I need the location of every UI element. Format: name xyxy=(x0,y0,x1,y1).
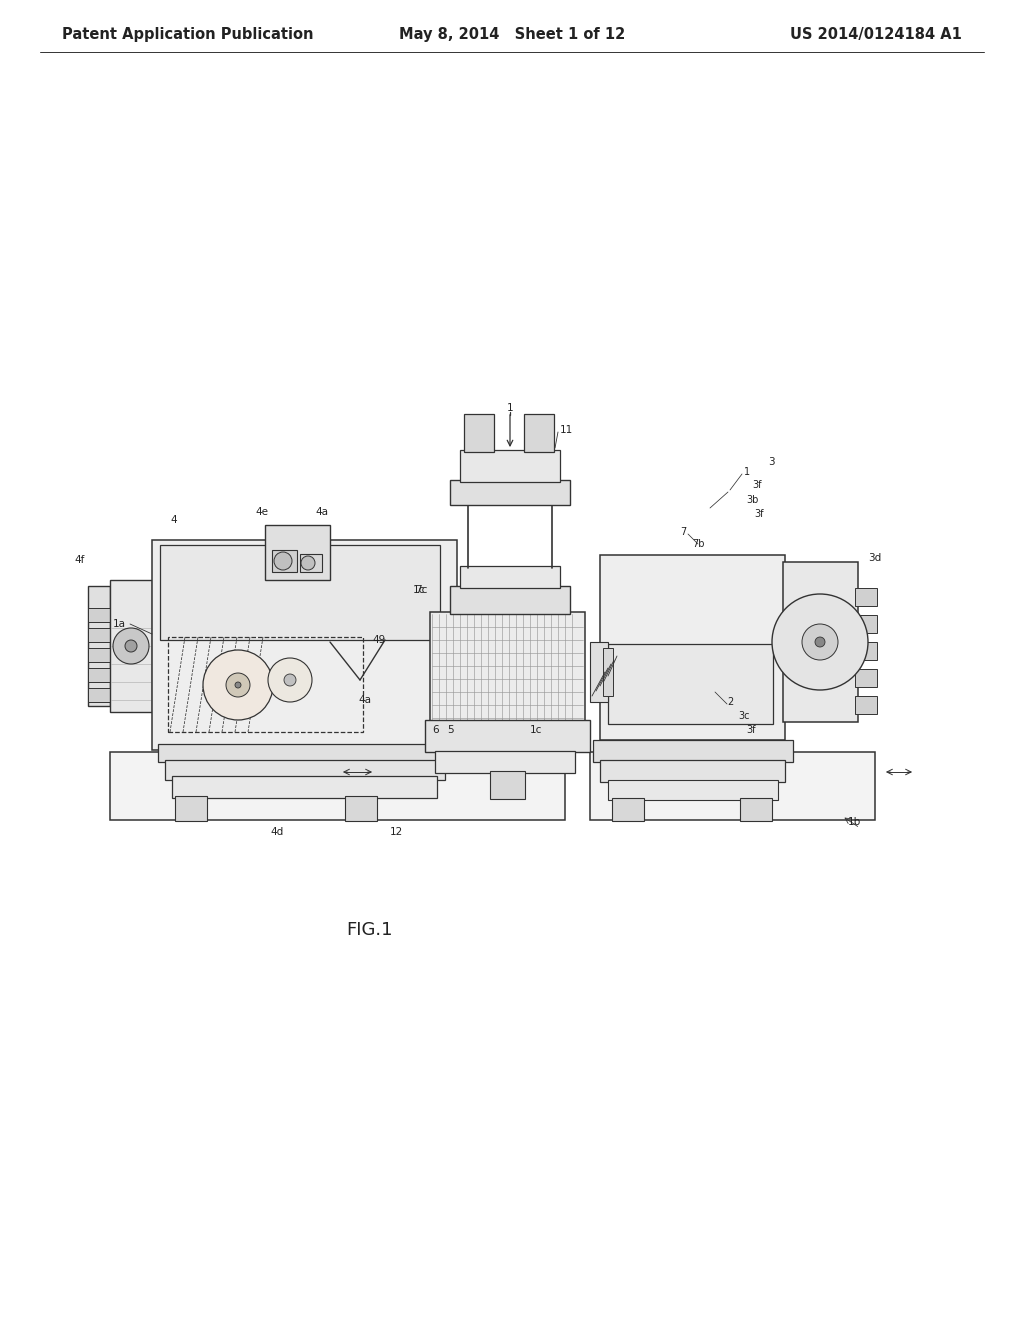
Bar xyxy=(430,612,585,722)
Text: 4: 4 xyxy=(170,515,176,525)
Bar xyxy=(603,648,613,696)
Bar xyxy=(490,771,525,799)
Bar xyxy=(152,540,457,750)
Text: 3c: 3c xyxy=(738,711,750,721)
Text: 1a: 1a xyxy=(113,619,126,630)
Bar xyxy=(160,545,440,640)
Bar xyxy=(855,615,877,634)
Circle shape xyxy=(113,628,150,664)
Circle shape xyxy=(226,673,250,697)
Circle shape xyxy=(203,649,273,719)
Circle shape xyxy=(284,675,296,686)
Bar xyxy=(110,752,565,820)
Circle shape xyxy=(301,556,315,570)
Bar xyxy=(88,586,110,706)
Bar xyxy=(88,609,110,622)
Text: 2: 2 xyxy=(727,697,733,708)
Text: 1: 1 xyxy=(507,403,513,413)
Bar xyxy=(460,450,560,482)
Bar xyxy=(265,525,330,579)
Text: 11: 11 xyxy=(560,425,573,436)
Text: 3f: 3f xyxy=(746,725,756,735)
Bar xyxy=(608,780,778,800)
Bar xyxy=(855,669,877,686)
Bar xyxy=(88,628,110,642)
Circle shape xyxy=(234,682,241,688)
Bar xyxy=(740,799,772,821)
Bar xyxy=(425,719,590,752)
Text: 7b: 7b xyxy=(692,539,705,549)
Bar xyxy=(600,760,785,781)
Bar xyxy=(435,751,575,774)
Bar xyxy=(460,566,560,587)
Text: 3: 3 xyxy=(768,457,774,467)
Bar xyxy=(88,688,110,702)
Bar xyxy=(165,760,445,780)
Text: 3d: 3d xyxy=(868,553,882,564)
Text: Patent Application Publication: Patent Application Publication xyxy=(62,28,313,42)
Text: 4d: 4d xyxy=(270,828,284,837)
Bar xyxy=(783,562,858,722)
Bar xyxy=(450,480,570,506)
Text: 4a: 4a xyxy=(315,507,328,517)
Text: 5: 5 xyxy=(447,725,454,735)
Circle shape xyxy=(125,640,137,652)
Circle shape xyxy=(772,594,868,690)
Text: May 8, 2014   Sheet 1 of 12: May 8, 2014 Sheet 1 of 12 xyxy=(399,28,625,42)
Text: 12: 12 xyxy=(390,828,403,837)
Text: 4e: 4e xyxy=(255,507,268,517)
Bar xyxy=(855,696,877,714)
Bar xyxy=(168,638,362,733)
Bar xyxy=(450,586,570,614)
Text: 4a: 4a xyxy=(358,696,371,705)
Bar xyxy=(110,579,152,711)
Bar xyxy=(300,554,322,572)
Text: 4f: 4f xyxy=(75,554,85,565)
Bar xyxy=(593,741,793,762)
Circle shape xyxy=(802,624,838,660)
Bar xyxy=(345,796,377,821)
Bar xyxy=(590,752,874,820)
Text: US 2014/0124184 A1: US 2014/0124184 A1 xyxy=(791,28,962,42)
Bar xyxy=(272,550,297,572)
Circle shape xyxy=(274,552,292,570)
Text: 3b: 3b xyxy=(746,495,759,506)
Bar xyxy=(855,642,877,660)
Bar xyxy=(608,644,773,723)
Text: 1: 1 xyxy=(744,467,751,477)
Text: 7: 7 xyxy=(680,527,686,537)
Bar xyxy=(612,799,644,821)
Text: 6: 6 xyxy=(432,725,438,735)
Bar xyxy=(855,587,877,606)
Bar xyxy=(88,668,110,682)
Text: 7c: 7c xyxy=(415,585,427,595)
Circle shape xyxy=(268,657,312,702)
Bar xyxy=(600,554,785,741)
Text: FIG.1: FIG.1 xyxy=(347,921,393,939)
Text: 1c: 1c xyxy=(413,585,425,595)
Circle shape xyxy=(815,638,825,647)
Bar xyxy=(524,414,554,451)
Text: 49: 49 xyxy=(372,635,385,645)
Bar xyxy=(88,648,110,663)
Bar xyxy=(464,414,494,451)
Bar xyxy=(175,796,207,821)
Text: 1c: 1c xyxy=(530,725,543,735)
Bar xyxy=(158,744,453,762)
Bar xyxy=(590,642,608,702)
Text: 3f: 3f xyxy=(754,510,764,519)
Bar xyxy=(172,776,437,799)
Text: 1b: 1b xyxy=(848,817,861,828)
Text: 3f: 3f xyxy=(752,480,762,490)
